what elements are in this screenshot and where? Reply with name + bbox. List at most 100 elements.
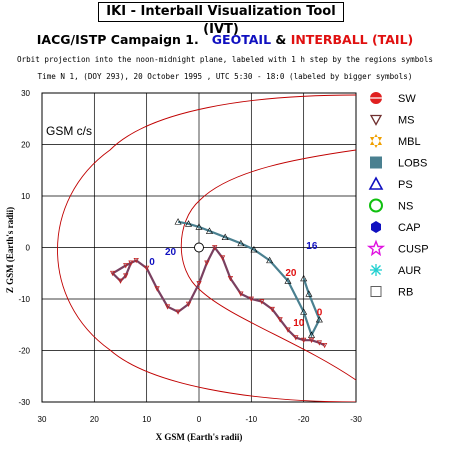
legend-item-ms: MS <box>369 114 415 127</box>
orbit-track-interball <box>110 245 326 347</box>
legend-item-sw: SW <box>367 92 416 105</box>
coord-system-label: GSM c/s <box>46 124 92 138</box>
orbit-point <box>300 308 308 315</box>
orbit-point <box>219 255 226 261</box>
earth-icon <box>194 242 204 253</box>
orbit-point <box>110 270 116 277</box>
orbit-point <box>308 337 315 344</box>
orbit-point <box>277 317 283 323</box>
campaign-label: IACG/ISTP Campaign 1. <box>36 32 199 47</box>
x-tick-label: 10 <box>142 415 151 424</box>
gray-square-icon <box>370 286 382 297</box>
x-tick-label: 20 <box>90 415 99 424</box>
orbit-point <box>123 263 129 269</box>
legend-label: MBL <box>398 136 421 148</box>
y-tick-label: 20 <box>21 141 30 150</box>
x-tick-label: -20 <box>298 415 310 424</box>
legend-label: RB <box>398 287 413 299</box>
down-triangle-icon <box>369 114 383 126</box>
app-title: IKI - Interball Visualization Tool (IVT) <box>98 2 344 37</box>
amp-label: & <box>275 32 287 47</box>
hour-label: 20 <box>285 268 297 279</box>
magenta-star-icon <box>366 239 386 257</box>
orbit-point <box>117 278 124 284</box>
orbit-point <box>308 331 316 338</box>
hour-label: 10 <box>293 318 305 329</box>
legend-label: CUSP <box>398 244 429 256</box>
orbit-point <box>285 327 291 333</box>
orbit-point <box>164 304 171 310</box>
orbit-point <box>205 227 213 234</box>
orbit-point <box>284 277 292 284</box>
legend-item-mbl: MBL <box>370 134 421 148</box>
plot-grid <box>41 92 357 403</box>
orbit-point <box>237 239 245 247</box>
orbit-point <box>321 342 328 349</box>
x-tick-label: -10 <box>246 415 258 424</box>
y-tick-label: -30 <box>18 398 30 407</box>
x-tick-label: -30 <box>350 415 362 424</box>
region-legend: SW MS MBL LOBS PS NS CAP CUSP AUR RB <box>366 92 429 299</box>
orbit-point <box>305 290 313 297</box>
legend-item-aur: AUR <box>370 264 421 277</box>
orbit-point <box>266 256 274 264</box>
orange-star-icon <box>370 134 382 148</box>
orbit-point <box>196 281 202 287</box>
orbit-point <box>227 276 234 282</box>
subtitle-projection: Orbit projection into the noon-midnight … <box>16 55 434 64</box>
axis-ticks: 30 20 10 0 -10 -20 -30 -30 -20 -10 0 10 20 30 <box>18 89 362 424</box>
x-axis-label: X GSM (Earth's radii) <box>156 432 243 442</box>
legend-label: PS <box>398 179 413 191</box>
cyan-asterisk-icon <box>371 265 381 275</box>
x-tick-label: 30 <box>38 415 47 424</box>
orbit-annotations: 0 20 10 0 20 16 <box>149 241 322 329</box>
y-axis-label: Z GSM (Earth's radii) <box>5 207 15 293</box>
y-tick-label: 0 <box>26 244 31 253</box>
blue-triangle-icon <box>368 176 384 190</box>
y-tick-label: -10 <box>18 295 30 304</box>
legend-item-lobs: LOBS <box>370 156 427 170</box>
orbit-tracks <box>110 218 328 349</box>
interball-label: INTERBALL (TAIL) <box>290 32 414 47</box>
orbit-point <box>204 260 210 266</box>
orbit-point <box>123 273 129 279</box>
orbit-point <box>174 218 182 225</box>
orbit-point <box>133 257 139 264</box>
hour-label: 16 <box>306 241 318 252</box>
x-tick-label: 0 <box>197 415 202 424</box>
magnetospheric-boundaries <box>57 94 356 402</box>
orbit-point <box>185 301 192 308</box>
geotail-label: GEOTAIL <box>211 32 272 47</box>
orbit-point <box>248 296 254 302</box>
subtitle-time: Time N 1, (DOY 293), 20 October 1995 , U… <box>37 72 413 81</box>
hour-label: 0 <box>317 307 323 318</box>
legend-label: MS <box>398 115 415 127</box>
orbit-point <box>250 245 258 253</box>
bow-shock-boundary <box>57 94 356 402</box>
blue-hexagon-icon <box>371 221 381 233</box>
legend-item-rb: RB <box>370 286 413 299</box>
orbit-point <box>300 274 308 282</box>
legend-item-cap: CAP <box>371 221 421 234</box>
magnetopause-boundary <box>180 149 356 381</box>
legend-label: LOBS <box>398 158 427 170</box>
legend-item-cusp: CUSP <box>366 239 429 257</box>
legend-label: NS <box>398 201 413 213</box>
orbit-point <box>316 340 323 346</box>
orbit-point <box>221 233 229 240</box>
y-tick-label: 10 <box>21 192 30 201</box>
orbit-point <box>128 260 134 266</box>
orbit-point <box>212 245 218 251</box>
orbit-point <box>259 299 265 305</box>
orbit-point <box>315 315 323 323</box>
orbit-point <box>185 220 193 227</box>
legend-item-ns: NS <box>369 198 413 213</box>
orbit-point <box>301 337 307 344</box>
hour-label: 0 <box>149 257 155 268</box>
app-title-text: IKI - Interball Visualization Tool (IVT) <box>106 4 336 37</box>
orbit-point <box>175 309 181 315</box>
legend-item-ps: PS <box>368 176 413 191</box>
orbit-point <box>144 265 150 271</box>
orbit-point <box>238 291 244 297</box>
